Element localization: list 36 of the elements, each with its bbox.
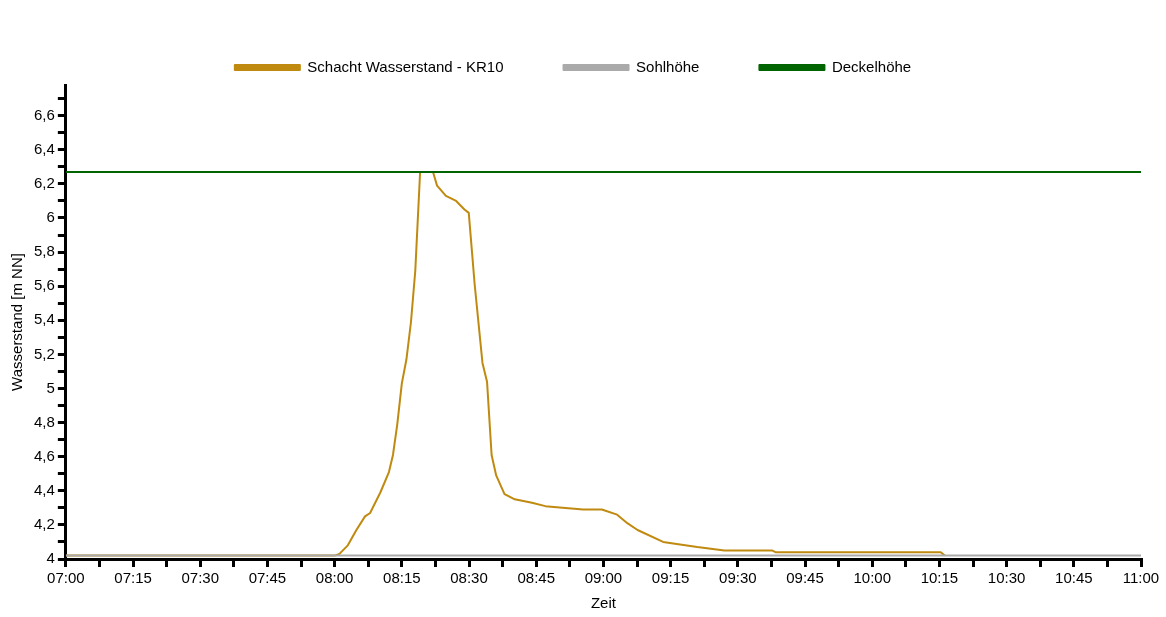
y-tick-label: 5,2 — [33, 344, 55, 362]
y-axis-title: Wasserstand [m NN] — [8, 253, 26, 391]
y-tick-label: 4,6 — [33, 446, 55, 464]
y-tick-label: 4,8 — [33, 412, 55, 430]
x-tick-label: 07:15 — [114, 569, 152, 587]
x-tick-label: 09:45 — [786, 569, 824, 587]
x-tick-label: 10:45 — [1055, 569, 1093, 587]
x-tick-label: 08:15 — [383, 569, 421, 587]
x-tick-label: 07:45 — [248, 569, 287, 587]
y-tick-label: 4,4 — [33, 480, 55, 498]
y-tick-label: 5,6 — [33, 276, 55, 294]
y-tick-label: 4 — [46, 549, 55, 567]
y-tick-label: 6 — [46, 208, 55, 226]
x-tick-label: 07:30 — [181, 569, 220, 587]
x-tick-label: 09:30 — [719, 569, 757, 587]
y-tick-label: 5,8 — [33, 242, 55, 260]
x-tick-label: 10:30 — [987, 569, 1026, 587]
x-tick-label: 10:15 — [920, 569, 959, 587]
legend-label: Sohlhöhe — [636, 57, 700, 75]
y-tick-label: 6,6 — [33, 105, 55, 123]
legend-label: Deckelhöhe — [831, 57, 912, 75]
x-tick-label: 08:00 — [315, 569, 354, 587]
y-tick-label: 4,2 — [33, 515, 55, 533]
legend-label: Schacht Wasserstand - KR10 — [307, 57, 504, 75]
x-tick-label: 09:00 — [584, 569, 623, 587]
x-tick-label: 09:15 — [651, 569, 690, 587]
x-axis-title: Zeit — [590, 594, 617, 612]
x-tick-label: 08:45 — [517, 569, 555, 587]
x-tick-label: 08:30 — [450, 569, 488, 587]
y-tick-label: 6,2 — [33, 174, 55, 192]
y-tick-label: 6,4 — [33, 139, 55, 157]
x-tick-label: 10:00 — [853, 569, 891, 587]
y-tick-label: 5,4 — [33, 310, 55, 328]
y-tick-label: 5 — [46, 378, 55, 396]
x-tick-label: 11:00 — [1122, 569, 1160, 587]
x-tick-label: 07:00 — [47, 569, 85, 587]
